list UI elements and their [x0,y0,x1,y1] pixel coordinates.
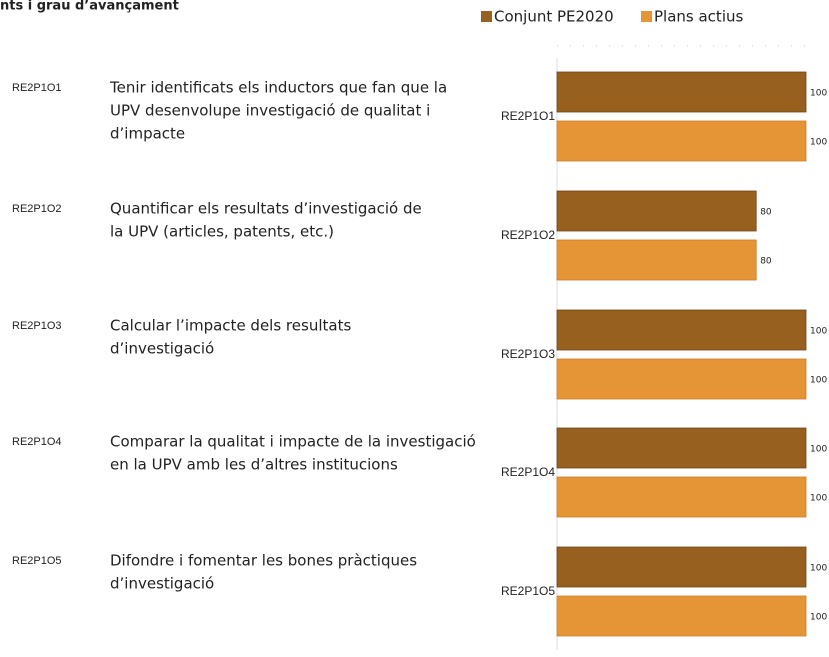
category-label: RE2P1O3 [501,347,555,361]
objective-text: d’investigació [110,340,214,358]
value-label: 100 [810,613,827,623]
objective-code: RE2P1O4 [12,436,62,448]
bar [556,427,807,469]
bar [556,595,807,637]
bar [556,71,807,113]
objective-text: d’investigació [110,575,214,593]
value-label: 100 [810,564,827,574]
objective-text: Comparar la qualitat i impacte de la inv… [110,433,476,451]
objective-code: RE2P1O5 [12,555,62,567]
objective-text: Difondre i fomentar les bones pràctiques [110,552,417,570]
value-label: 100 [810,89,827,99]
objective-text: en la UPV amb les d’altres institucions [110,456,398,474]
bar [556,190,757,232]
bar [556,239,757,281]
category-label: RE2P1O4 [501,465,555,479]
objective-text: Quantificar els resultats d’investigació… [110,200,422,218]
bar [556,476,807,518]
legend-swatch [641,11,652,22]
category-label: RE2P1O5 [501,584,555,598]
objective-code: RE2P1O2 [12,203,62,215]
legend-label: Conjunt PE2020 [494,8,614,26]
objective-text: d’impacte [110,125,185,143]
value-label: 100 [810,445,827,455]
objective-code: RE2P1O1 [12,82,62,94]
objective-text: UPV desenvolupe investigació de qualitat… [110,102,430,120]
bar [556,309,807,351]
objective-text: Calcular l’impacte dels resultats [110,317,351,335]
bar [556,546,807,588]
objective-code: RE2P1O3 [12,320,62,332]
objective-text: la UPV (articles, patents, etc.) [110,223,334,241]
category-label: RE2P1O2 [501,228,555,242]
bar [556,358,807,400]
value-label: 100 [810,494,827,504]
value-label: 80 [760,208,772,218]
value-label: 80 [760,257,772,267]
bar [556,120,807,162]
value-label: 100 [810,376,827,386]
value-label: 100 [810,327,827,337]
header-title: nts i grau d’avançament [0,0,179,14]
legend-label: Plans actius [654,8,743,26]
value-label: 100 [810,138,827,148]
category-label: RE2P1O1 [501,109,555,123]
legend-swatch [481,11,492,22]
objective-text: Tenir identificats els inductors que fan… [109,79,447,97]
